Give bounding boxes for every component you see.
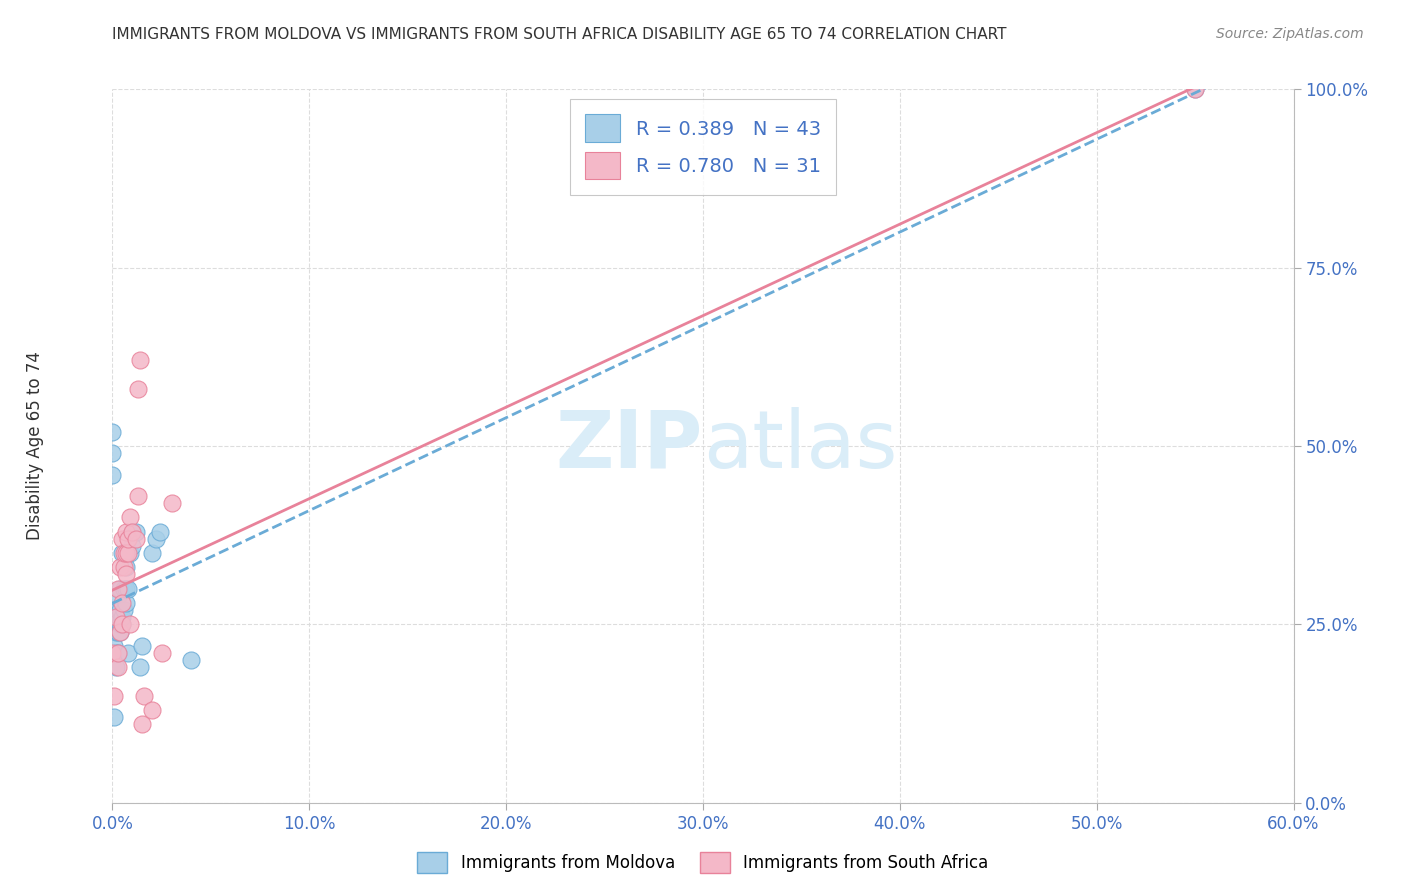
Point <box>103 639 125 653</box>
Point <box>105 646 128 660</box>
Point <box>105 603 128 617</box>
Point <box>107 582 129 596</box>
Point <box>110 617 132 632</box>
Point <box>101 646 124 660</box>
Point <box>127 382 149 396</box>
Point <box>1184 82 1206 96</box>
Point <box>105 660 128 674</box>
Point <box>110 582 132 596</box>
Point <box>110 560 132 574</box>
Point <box>107 610 129 624</box>
Point <box>105 610 128 624</box>
Point <box>115 524 138 539</box>
Point <box>103 603 125 617</box>
Point <box>115 582 138 596</box>
Point <box>110 624 132 639</box>
Point <box>115 546 138 560</box>
Point <box>117 532 139 546</box>
Point <box>101 425 124 439</box>
Point <box>117 582 139 596</box>
Text: ZIP: ZIP <box>555 407 703 485</box>
Point <box>103 710 125 724</box>
Point <box>129 660 152 674</box>
Point <box>107 646 129 660</box>
Point <box>107 646 129 660</box>
Text: IMMIGRANTS FROM MOLDOVA VS IMMIGRANTS FROM SOUTH AFRICA DISABILITY AGE 65 TO 74 : IMMIGRANTS FROM MOLDOVA VS IMMIGRANTS FR… <box>112 27 1007 42</box>
Point <box>107 589 129 603</box>
Point <box>117 546 139 560</box>
Point <box>111 610 134 624</box>
Point <box>180 653 202 667</box>
Point <box>125 524 148 539</box>
Point <box>117 646 139 660</box>
Legend: R = 0.389   N = 43, R = 0.780   N = 31: R = 0.389 N = 43, R = 0.780 N = 31 <box>569 99 837 194</box>
Point <box>107 624 129 639</box>
Point <box>120 617 142 632</box>
Point <box>112 603 135 617</box>
Point <box>101 446 124 460</box>
Point <box>105 624 128 639</box>
Point <box>121 524 143 539</box>
Point <box>110 603 132 617</box>
Point <box>129 353 152 368</box>
Point <box>149 524 172 539</box>
Point <box>131 717 153 731</box>
Point <box>115 596 138 610</box>
Point <box>120 546 142 560</box>
Text: atlas: atlas <box>703 407 897 485</box>
Point <box>115 567 138 582</box>
Point <box>141 703 163 717</box>
Legend: Immigrants from Moldova, Immigrants from South Africa: Immigrants from Moldova, Immigrants from… <box>411 846 995 880</box>
Point <box>107 660 129 674</box>
Point <box>1184 82 1206 96</box>
Point <box>111 617 134 632</box>
Point <box>107 617 129 632</box>
Point <box>160 496 183 510</box>
Point <box>111 596 134 610</box>
Point <box>115 560 138 574</box>
Point <box>110 624 132 639</box>
Point <box>121 524 143 539</box>
Point <box>111 532 134 546</box>
Point <box>132 689 155 703</box>
Point <box>127 489 149 503</box>
Text: Source: ZipAtlas.com: Source: ZipAtlas.com <box>1216 27 1364 41</box>
Point <box>103 689 125 703</box>
Point <box>112 560 135 574</box>
Point <box>150 646 173 660</box>
Point <box>111 546 134 560</box>
Point <box>103 617 125 632</box>
Text: Disability Age 65 to 74: Disability Age 65 to 74 <box>27 351 44 541</box>
Point <box>112 546 135 560</box>
Point <box>111 617 134 632</box>
Point <box>105 610 128 624</box>
Point <box>121 539 143 553</box>
Point <box>131 639 153 653</box>
Point <box>112 582 135 596</box>
Point <box>120 510 142 524</box>
Point <box>141 546 163 560</box>
Point <box>145 532 167 546</box>
Point <box>125 532 148 546</box>
Point <box>107 603 129 617</box>
Point <box>101 467 124 482</box>
